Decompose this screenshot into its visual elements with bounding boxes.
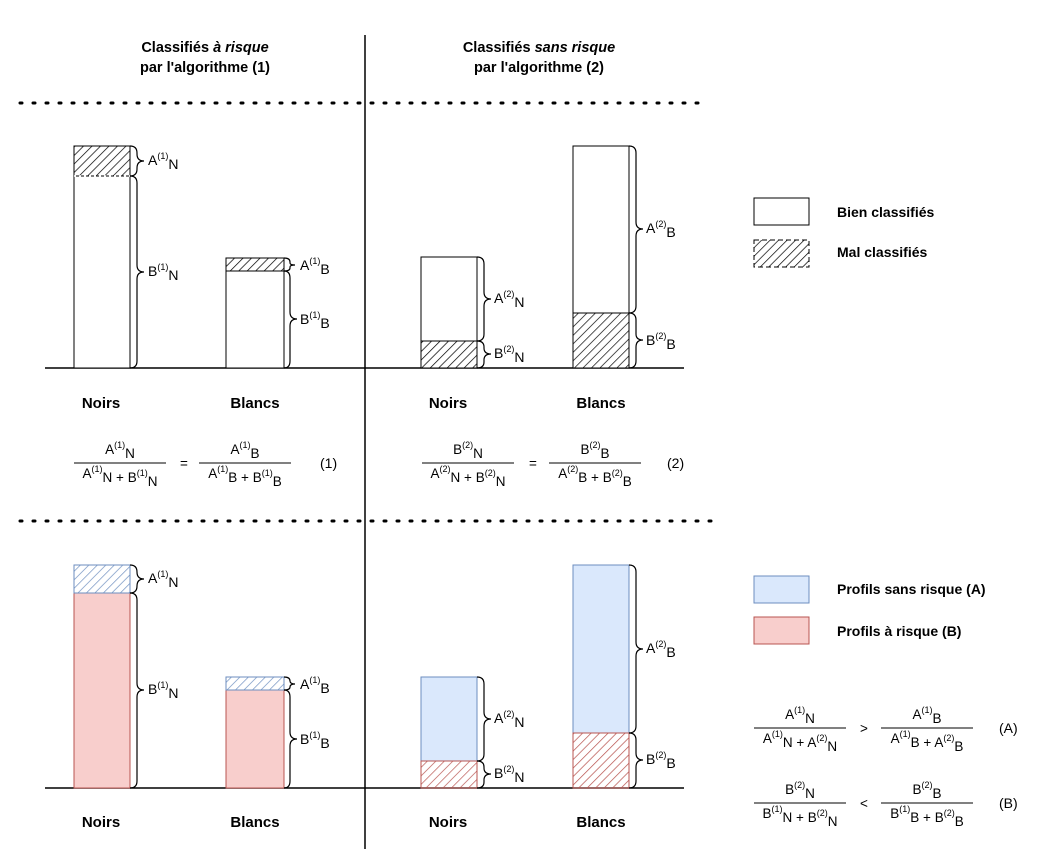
fraction-denominator: A(2)B + B(2)B (558, 464, 631, 489)
bar-top-blancs-1 (225, 257, 285, 369)
category-label-blancs: Blancs (230, 814, 279, 831)
bar-bottom-noirs-2 (420, 676, 478, 789)
brace-icon (283, 257, 296, 272)
brace-label: A(2)B (646, 639, 676, 660)
legend-label-bad: Mal classifiés (837, 244, 927, 260)
brace-label: A(1)N (148, 151, 178, 172)
brace-label: B(1)B (300, 310, 330, 331)
equations: A(1)N A(1)N + B(1)N = A(1)B A(1)B + B(1)B B(2… (74, 440, 973, 829)
fraction-numerator: A(1)N (105, 440, 135, 461)
brace-icon (129, 145, 145, 177)
bar-top-noirs-1 (73, 145, 131, 369)
category-label-blancs: Blancs (230, 395, 279, 412)
brace-icon (129, 592, 145, 789)
brace-icon (476, 760, 492, 789)
header-col2-line2: par l'algorithme (2) (474, 60, 604, 76)
equation-tag-1: (1) (320, 455, 337, 471)
equals-sign: = (529, 456, 537, 471)
bar-bottom-blancs-2 (572, 564, 630, 789)
bar-bottom-noirs-1 (73, 564, 131, 789)
equation-tag-a: (A) (999, 720, 1018, 736)
brace-label: A(2)N (494, 289, 524, 310)
bar-top-blancs-2 (572, 145, 630, 369)
fraction-denominator: A(1)B + B(1)B (208, 464, 281, 489)
legend-swatch-good (753, 197, 810, 226)
category-label-noirs: Noirs (429, 395, 467, 412)
header-col2-line1: Classifiés sans risque (463, 40, 615, 56)
category-label-noirs: Noirs (82, 395, 120, 412)
brace-label: B(1)B (300, 730, 330, 751)
legend-label-safe: Profils sans risque (A) (837, 581, 986, 597)
brace-label: B(2)B (646, 750, 676, 771)
fraction-numerator: A(1)B (912, 705, 941, 726)
brace-icon (283, 270, 298, 369)
brace-icon (628, 564, 644, 734)
brace-icon (628, 732, 644, 789)
fraction-numerator: B(2)N (785, 780, 815, 801)
brace-label: B(2)B (646, 331, 676, 352)
fraction-denominator: A(1)B + A(2)B (891, 729, 964, 754)
fraction-numerator: B(2)B (580, 440, 609, 461)
legend-swatch-safe (753, 575, 810, 604)
category-label-noirs: Noirs (429, 814, 467, 831)
fraction-numerator: A(1)N (785, 705, 815, 726)
equation-tag-b: (B) (999, 795, 1018, 811)
category-label-blancs: Blancs (576, 814, 625, 831)
brace-icon (283, 689, 298, 789)
equation-tag-2: (2) (667, 455, 684, 471)
brace-label: A(1)N (148, 569, 178, 590)
brace-label: A(2)B (646, 219, 676, 240)
less-than-sign: < (860, 796, 868, 811)
brace-icon (628, 145, 644, 314)
category-label-noirs: Noirs (82, 814, 120, 831)
fraction-denominator: B(1)N + B(2)N (763, 804, 838, 829)
brace-icon (129, 564, 145, 594)
brace-icon (129, 175, 145, 369)
fraction-denominator: B(1)B + B(2)B (890, 804, 963, 829)
fraction-denominator: A(1)N + A(2)N (763, 729, 837, 754)
brace-label: B(2)N (494, 344, 524, 365)
fraction-denominator: A(1)N + B(1)N (83, 464, 158, 489)
brace-icon (476, 676, 492, 762)
brace-label: A(1)B (300, 256, 330, 277)
brace-icon (283, 676, 296, 691)
header-col1-line2: par l'algorithme (1) (140, 60, 270, 76)
fraction-numerator: A(1)B (230, 440, 259, 461)
equals-sign: = (180, 456, 188, 471)
brace-label: B(1)N (148, 262, 178, 283)
brace-icon (476, 256, 492, 342)
category-label-blancs: Blancs (576, 395, 625, 412)
legend-label-good: Bien classifiés (837, 204, 934, 220)
bar-bottom-blancs-1 (225, 676, 285, 789)
legend-label-risk: Profils à risque (B) (837, 623, 961, 639)
brace-label: A(2)N (494, 709, 524, 730)
greater-than-sign: > (860, 721, 868, 736)
brace-label: A(1)B (300, 675, 330, 696)
fraction-denominator: A(2)N + B(2)N (431, 464, 506, 489)
brace-labels: A(1)N B(1)N A(1)B B(1)B A(2)N B(2)N A(2)B B(2)B… (148, 151, 676, 785)
header-col1-line1: Classifiés à risque (141, 40, 268, 56)
fraction-numerator: B(2)N (453, 440, 483, 461)
bar-top-noirs-2 (420, 256, 478, 369)
fraction-numerator: B(2)B (912, 780, 941, 801)
legend-swatch-risk (753, 616, 810, 645)
brace-icon (476, 340, 492, 369)
brace-label: B(2)N (494, 764, 524, 785)
brace-label: B(1)N (148, 680, 178, 701)
brace-icon (628, 312, 644, 369)
legend-swatch-bad (753, 239, 810, 268)
